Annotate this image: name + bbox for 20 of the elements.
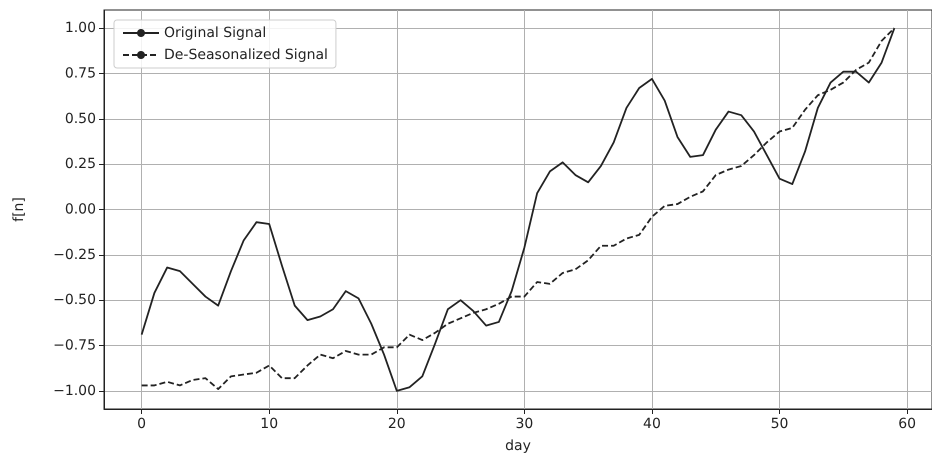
x-tick-label: 60 (898, 416, 916, 432)
y-tick-label: −0.75 (53, 338, 96, 354)
y-tick-label: −0.50 (53, 292, 96, 308)
x-tick-label: 10 (260, 416, 278, 432)
x-tick-label: 50 (770, 416, 788, 432)
x-tick-label: 20 (388, 416, 406, 432)
legend-label: De-Seasonalized Signal (164, 47, 328, 63)
y-axis-title: f[n] (11, 197, 27, 222)
y-tick-label: 1.00 (64, 20, 96, 36)
y-tick-label: 0.75 (64, 65, 96, 82)
y-tick-label: 0.25 (64, 156, 96, 172)
x-tick-label: 40 (643, 416, 661, 432)
y-tick-label: 0.50 (64, 110, 96, 127)
y-tick-label: −1.00 (53, 382, 96, 399)
y-tick-label: −0.25 (53, 246, 96, 263)
x-tick-label: 0 (137, 416, 146, 432)
y-tick-label: 0.00 (64, 202, 96, 218)
legend-label: Original Signal (164, 25, 266, 41)
x-axis-title: day (505, 438, 531, 454)
x-tick-label: 30 (515, 416, 534, 432)
